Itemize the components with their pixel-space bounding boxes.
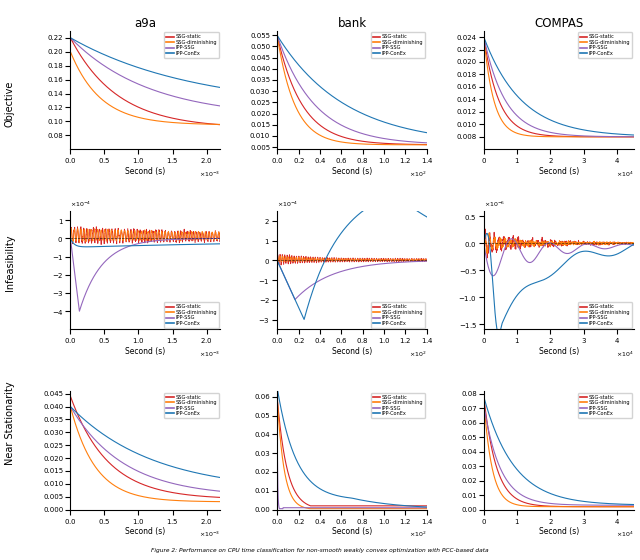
X-axis label: Second (s): Second (s) [332, 527, 372, 536]
X-axis label: Second (s): Second (s) [539, 167, 579, 176]
Legend: SSG-static, SSG-diminishing, IPP-SSG, IPP-ConEx: SSG-static, SSG-diminishing, IPP-SSG, IP… [578, 302, 632, 328]
Title: COMPAS: COMPAS [534, 17, 583, 30]
X-axis label: Second (s): Second (s) [332, 167, 372, 176]
Text: Infeasibility: Infeasibility [4, 235, 15, 291]
Text: Objective: Objective [4, 81, 15, 127]
Legend: SSG-static, SSG-diminishing, IPP-SSG, IPP-ConEx: SSG-static, SSG-diminishing, IPP-SSG, IP… [371, 302, 426, 328]
Legend: SSG-static, SSG-diminishing, IPP-SSG, IPP-ConEx: SSG-static, SSG-diminishing, IPP-SSG, IP… [371, 393, 426, 418]
X-axis label: Second (s): Second (s) [125, 347, 165, 356]
Legend: SSG-static, SSG-diminishing, IPP-SSG, IPP-ConEx: SSG-static, SSG-diminishing, IPP-SSG, IP… [578, 393, 632, 418]
Legend: SSG-static, SSG-diminishing, IPP-SSG, IPP-ConEx: SSG-static, SSG-diminishing, IPP-SSG, IP… [164, 32, 219, 58]
Legend: SSG-static, SSG-diminishing, IPP-SSG, IPP-ConEx: SSG-static, SSG-diminishing, IPP-SSG, IP… [578, 32, 632, 58]
X-axis label: Second (s): Second (s) [539, 527, 579, 536]
Text: Near Stationarity: Near Stationarity [4, 381, 15, 465]
Legend: SSG-static, SSG-diminishing, IPP-SSG, IPP-ConEx: SSG-static, SSG-diminishing, IPP-SSG, IP… [371, 32, 426, 58]
Title: bank: bank [337, 17, 367, 30]
X-axis label: Second (s): Second (s) [539, 347, 579, 356]
X-axis label: Second (s): Second (s) [125, 167, 165, 176]
X-axis label: Second (s): Second (s) [125, 527, 165, 536]
X-axis label: Second (s): Second (s) [332, 347, 372, 356]
Legend: SSG-static, SSG-diminishing, IPP-SSG, IPP-ConEx: SSG-static, SSG-diminishing, IPP-SSG, IP… [164, 302, 219, 328]
Text: Figure 2: Performance on CPU time classification for non-smooth weakly convex op: Figure 2: Performance on CPU time classi… [151, 548, 489, 553]
Legend: SSG-static, SSG-diminishing, IPP-SSG, IPP-ConEx: SSG-static, SSG-diminishing, IPP-SSG, IP… [164, 393, 219, 418]
Title: a9a: a9a [134, 17, 156, 30]
